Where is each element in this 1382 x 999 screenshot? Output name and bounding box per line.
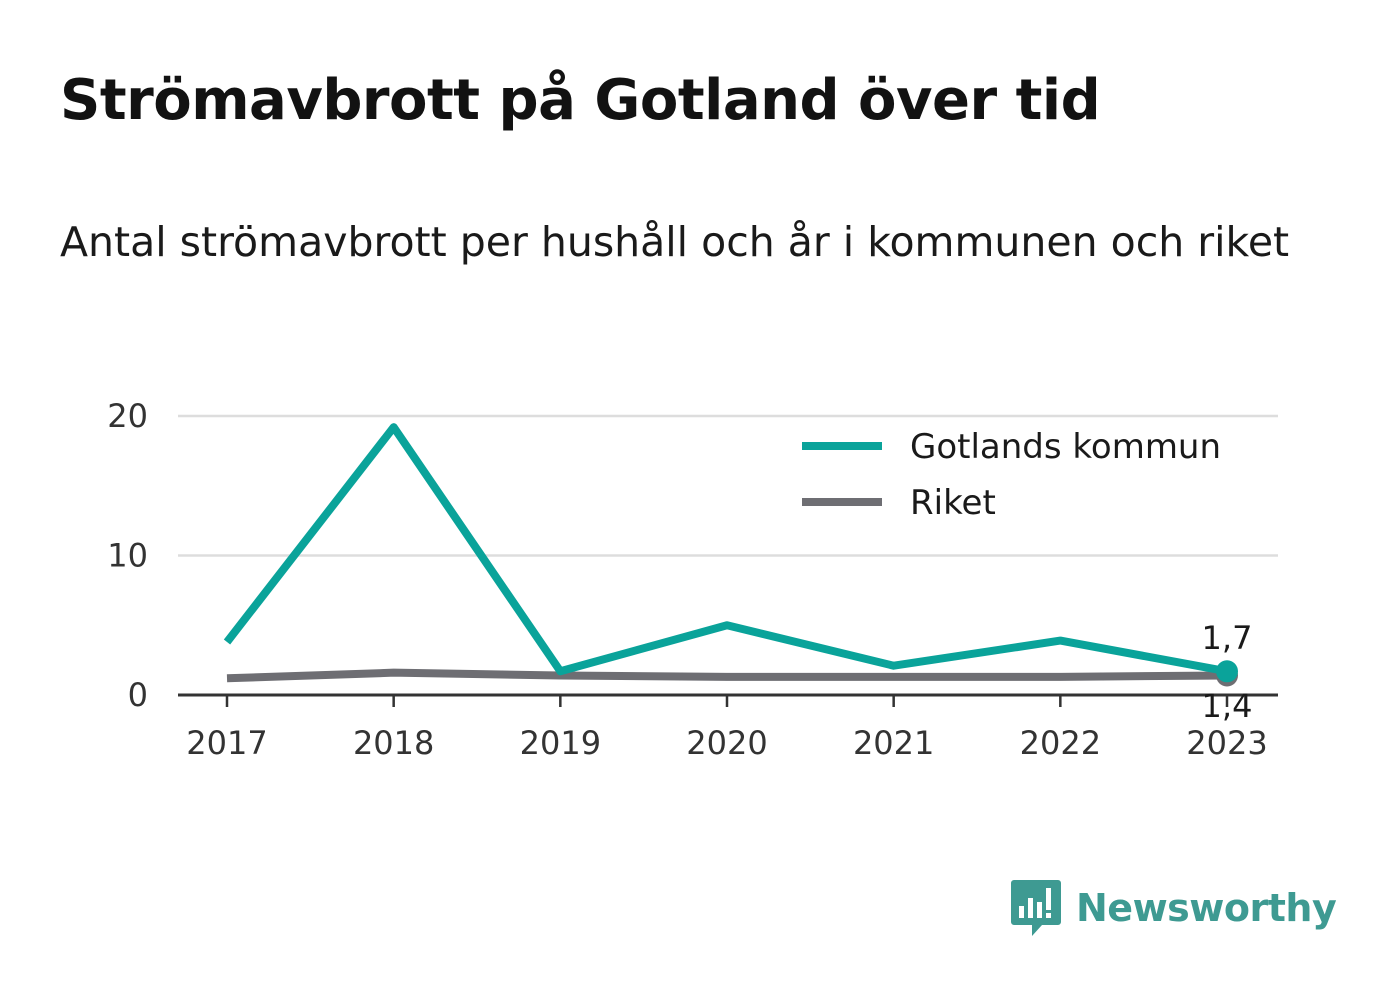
data-label-gotland-2023: 1,7 — [1202, 619, 1253, 657]
y-tick-label: 0 — [128, 676, 148, 714]
x-tick-label: 2019 — [520, 724, 601, 762]
x-tick-label: 2021 — [853, 724, 934, 762]
series-lines — [223, 423, 1238, 687]
series-line-riket — [226, 668, 1228, 683]
x-tick-label: 2017 — [186, 724, 267, 762]
data-label-riket-2023: 1,4 — [1202, 687, 1253, 725]
chart-subtitle: Antal strömavbrott per hushåll och år i … — [60, 218, 1290, 266]
legend-background — [790, 418, 1250, 536]
series-line-gotlands-kommun — [223, 423, 1228, 676]
chart-title: Strömavbrott på Gotland över tid — [60, 68, 1101, 133]
legend-label: Gotlands kommun — [910, 427, 1221, 467]
x-tick-label: 2018 — [353, 724, 434, 762]
newsworthy-logo-icon — [1011, 880, 1061, 936]
x-tick-label: 2020 — [686, 724, 767, 762]
end-labels: 1,7 1,4 — [1202, 619, 1253, 725]
end-point-marker — [1216, 660, 1238, 683]
y-tick-label: 20 — [107, 397, 148, 435]
x-tick-label: 2023 — [1186, 724, 1267, 762]
x-tick-label: 2022 — [1020, 724, 1101, 762]
legend-label: Riket — [910, 483, 996, 523]
x-axis-ticks: 2017 2018 2019 2020 2021 2022 2023 — [186, 695, 1268, 762]
y-tick-label: 10 — [107, 537, 148, 575]
y-axis-ticks: 0 10 20 — [107, 397, 148, 714]
brand-name: Newsworthy — [1076, 886, 1337, 930]
newsworthy-brand: Newsworthy — [1010, 876, 1337, 940]
legend: Gotlands kommun Riket — [790, 418, 1250, 536]
